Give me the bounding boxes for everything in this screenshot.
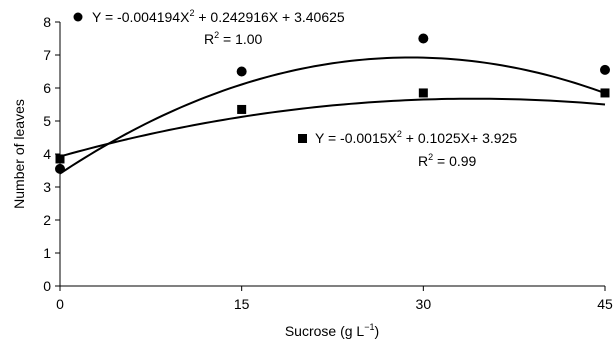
series-1-point [55, 163, 65, 174]
series-2-point [600, 88, 610, 98]
series-2-legend-marker [298, 134, 307, 143]
series-1-equation: Y = -0.004194X2 + 0.242916X + 3.40625 [92, 8, 345, 25]
series-1-point [418, 33, 429, 44]
y-tick-label: 7 [43, 47, 51, 63]
series-2-legend: Y = -0.0015X2 + 0.1025X+ 3.925 R2 = 0.99 [298, 129, 517, 169]
x-axis-title: Sucrose (g L−1) [285, 322, 379, 339]
series-1-r2: R2 = 1.00 [204, 30, 263, 47]
data-markers [55, 33, 610, 174]
y-tick-label: 4 [43, 146, 51, 162]
series-1-fit-curve [59, 56, 606, 175]
series-2-point [55, 154, 65, 164]
series-1-point [236, 66, 247, 77]
series-1-point [600, 64, 610, 75]
y-tick-label: 1 [43, 245, 51, 261]
y-tick-label: 3 [43, 179, 51, 195]
series-1-legend-marker [73, 12, 83, 22]
x-tick-label: 0 [56, 296, 64, 312]
series-2-fit-curve [59, 97, 606, 158]
y-tick-label: 8 [43, 14, 51, 30]
y-ticks: 0 1 2 3 4 5 6 7 8 [43, 14, 60, 294]
series-2-equation: Y = -0.0015X2 + 0.1025X+ 3.925 [315, 129, 517, 146]
y-axis-title: Number of leaves [11, 99, 27, 209]
x-ticks: 0 15 30 45 [56, 286, 613, 312]
y-tick-label: 0 [43, 278, 51, 294]
y-tick-label: 5 [43, 113, 51, 129]
series-2-r2: R2 = 0.99 [418, 152, 477, 169]
x-tick-label: 15 [234, 296, 250, 312]
x-tick-label: 45 [597, 296, 613, 312]
series-2-point [237, 104, 247, 114]
y-tick-label: 6 [43, 80, 51, 96]
series-1-legend: Y = -0.004194X2 + 0.242916X + 3.40625 R2… [73, 8, 345, 47]
series-2-point [418, 88, 428, 98]
x-tick-label: 30 [416, 296, 432, 312]
y-tick-label: 2 [43, 212, 51, 228]
fit-curves [59, 56, 606, 175]
